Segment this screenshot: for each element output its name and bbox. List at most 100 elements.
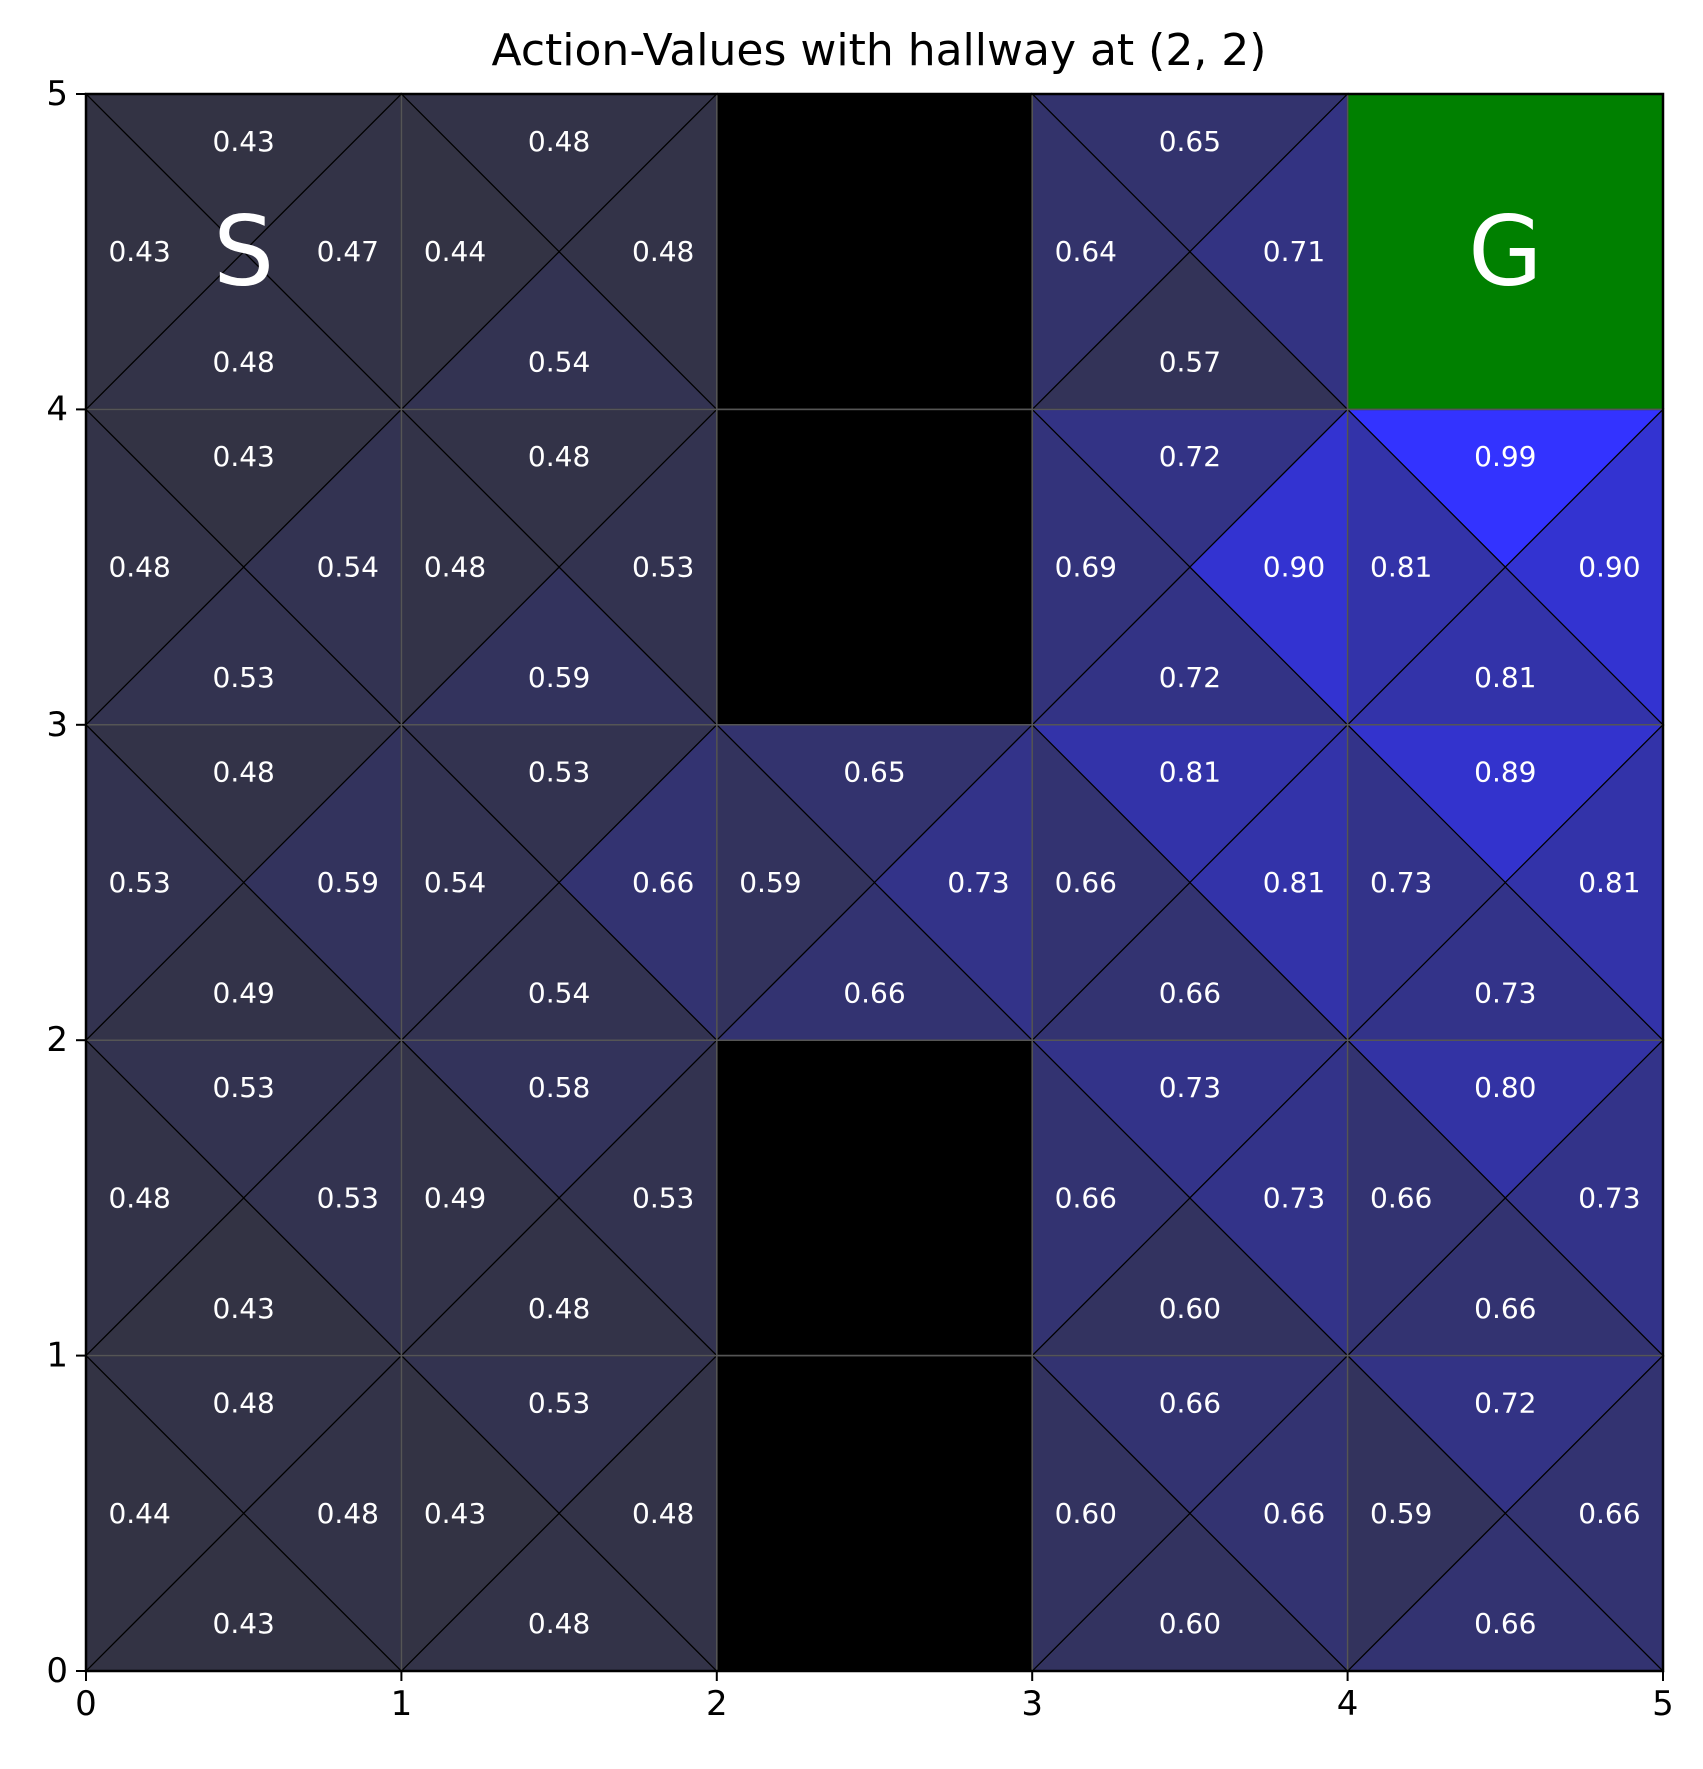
q-value-down: 0.73 xyxy=(1474,976,1536,1009)
y-tick-label: 5 xyxy=(46,74,68,114)
q-value-down: 0.57 xyxy=(1159,346,1221,379)
y-tick-label: 0 xyxy=(46,1651,68,1691)
q-value-right: 0.54 xyxy=(317,551,379,584)
q-value-down: 0.60 xyxy=(1159,1292,1221,1325)
q-value-right: 0.48 xyxy=(317,1497,379,1530)
q-value-left: 0.44 xyxy=(108,1497,170,1530)
q-value-right: 0.71 xyxy=(1263,235,1325,268)
q-value-right: 0.73 xyxy=(1578,1181,1640,1214)
x-tick-label: 2 xyxy=(706,1684,728,1724)
x-axis: 0 1 2 3 4 5 xyxy=(75,1671,1674,1724)
q-value-up: 0.53 xyxy=(528,1386,590,1419)
q-value-left: 0.66 xyxy=(1370,1181,1432,1214)
q-value-right: 0.81 xyxy=(1263,866,1325,899)
q-value-down: 0.66 xyxy=(1159,976,1221,1009)
q-value-down: 0.53 xyxy=(213,661,275,694)
y-tick-label: 4 xyxy=(46,389,68,429)
x-tick-label: 1 xyxy=(391,1684,413,1724)
q-value-up: 0.65 xyxy=(843,756,905,789)
q-value-left: 0.59 xyxy=(1370,1497,1432,1530)
q-value-left: 0.60 xyxy=(1055,1497,1117,1530)
q-value-down: 0.54 xyxy=(528,346,590,379)
q-value-left: 0.53 xyxy=(108,866,170,899)
q-value-right: 0.81 xyxy=(1578,866,1640,899)
y-tick-label: 3 xyxy=(46,705,68,745)
x-tick-label: 3 xyxy=(1021,1684,1043,1724)
q-value-down: 0.43 xyxy=(213,1607,275,1640)
q-value-down: 0.54 xyxy=(528,976,590,1009)
q-value-left: 0.66 xyxy=(1055,866,1117,899)
wall-cell xyxy=(716,1039,1033,1357)
q-value-up: 0.81 xyxy=(1159,756,1221,789)
q-value-down: 0.81 xyxy=(1474,661,1536,694)
q-value-left: 0.49 xyxy=(424,1181,486,1214)
q-value-right: 0.48 xyxy=(632,1497,694,1530)
q-value-left: 0.48 xyxy=(108,1181,170,1214)
goal-cell xyxy=(1346,93,1664,411)
start-label: S xyxy=(213,196,274,308)
q-value-down: 0.48 xyxy=(213,346,275,379)
q-value-left: 0.81 xyxy=(1370,551,1432,584)
q-value-up: 0.66 xyxy=(1159,1386,1221,1419)
q-value-up: 0.53 xyxy=(213,1071,275,1104)
q-value-up: 0.48 xyxy=(528,440,590,473)
q-value-down: 0.48 xyxy=(528,1607,590,1640)
y-axis: 0 1 2 3 4 5 xyxy=(46,74,86,1691)
q-value-down: 0.72 xyxy=(1159,661,1221,694)
q-value-right: 0.66 xyxy=(1578,1497,1640,1530)
q-value-left: 0.64 xyxy=(1055,235,1117,268)
q-value-down: 0.60 xyxy=(1159,1607,1221,1640)
q-value-left: 0.43 xyxy=(108,235,170,268)
q-value-right: 0.48 xyxy=(632,235,694,268)
q-value-up: 0.58 xyxy=(528,1071,590,1104)
wall-cell xyxy=(716,1354,1033,1672)
q-value-right: 0.90 xyxy=(1578,551,1640,584)
q-value-down: 0.49 xyxy=(213,976,275,1009)
q-value-up: 0.89 xyxy=(1474,756,1536,789)
q-value-right: 0.47 xyxy=(317,235,379,268)
q-value-up: 0.48 xyxy=(213,1386,275,1419)
x-tick-label: 0 xyxy=(75,1684,97,1724)
q-value-down: 0.66 xyxy=(1474,1607,1536,1640)
wall-cell xyxy=(716,408,1033,726)
q-value-down: 0.48 xyxy=(528,1292,590,1325)
q-value-up: 0.99 xyxy=(1474,440,1536,473)
y-tick-label: 1 xyxy=(46,1336,68,1376)
q-value-left: 0.44 xyxy=(424,235,486,268)
q-value-right: 0.66 xyxy=(632,866,694,899)
q-value-right: 0.53 xyxy=(632,551,694,584)
q-value-up: 0.80 xyxy=(1474,1071,1536,1104)
goal-label: G xyxy=(1468,196,1542,308)
q-value-up: 0.72 xyxy=(1474,1386,1536,1419)
q-value-up: 0.73 xyxy=(1159,1071,1221,1104)
q-value-left: 0.59 xyxy=(739,866,801,899)
q-value-up: 0.72 xyxy=(1159,440,1221,473)
q-value-up: 0.48 xyxy=(528,125,590,158)
q-value-up: 0.43 xyxy=(213,125,275,158)
chart-title: Action-Values with hallway at (2, 2) xyxy=(492,25,1267,76)
q-value-up: 0.43 xyxy=(213,440,275,473)
plot-frame xyxy=(84,92,1665,1673)
q-value-left: 0.43 xyxy=(424,1497,486,1530)
q-value-left: 0.48 xyxy=(108,551,170,584)
q-value-up: 0.53 xyxy=(528,756,590,789)
y-tick-label: 2 xyxy=(46,1020,68,1060)
q-value-up: 0.65 xyxy=(1159,125,1221,158)
q-value-left: 0.54 xyxy=(424,866,486,899)
plot-area: 0.43 0.48 0.43 0.47 0.48 0.54 0.44 0.48 0.65 0.57… xyxy=(84,92,1665,1673)
q-value-right: 0.53 xyxy=(632,1181,694,1214)
x-tick-label: 5 xyxy=(1652,1684,1674,1724)
x-tick-label: 4 xyxy=(1337,1684,1359,1724)
q-value-right: 0.73 xyxy=(947,866,1009,899)
q-value-right: 0.73 xyxy=(1263,1181,1325,1214)
q-value-right: 0.66 xyxy=(1263,1497,1325,1530)
q-value-right: 0.90 xyxy=(1263,551,1325,584)
q-value-up: 0.48 xyxy=(213,756,275,789)
wall-cell xyxy=(716,93,1033,411)
q-value-down: 0.59 xyxy=(528,661,590,694)
q-value-left: 0.69 xyxy=(1055,551,1117,584)
q-value-down: 0.66 xyxy=(843,976,905,1009)
q-value-right: 0.53 xyxy=(317,1181,379,1214)
q-value-right: 0.59 xyxy=(317,866,379,899)
